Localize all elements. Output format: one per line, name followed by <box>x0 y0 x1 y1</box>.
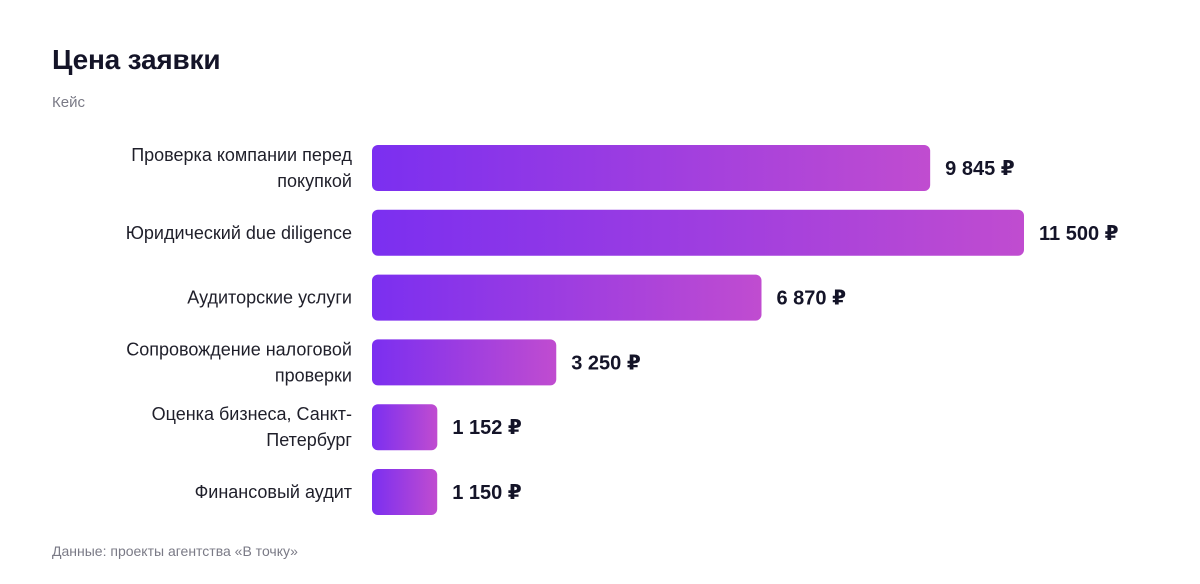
value-label: 3 250 ₽ <box>571 352 641 374</box>
value-label: 1 152 ₽ <box>452 417 522 439</box>
bar <box>372 209 1024 256</box>
bar <box>372 339 557 386</box>
category-label: Сопровождение налоговой проверки <box>126 339 352 385</box>
bar-row: Оценка бизнеса, Санкт- Петербург 1 152 ₽ <box>152 404 522 451</box>
source-note: Данные: проекты агентства «В точку» <box>52 543 298 559</box>
bar <box>372 404 438 451</box>
bar <box>372 145 931 191</box>
bar-row: Юридический due diligence 11 500 ₽ <box>126 209 1119 256</box>
category-label-line: покупкой <box>277 171 352 191</box>
bar <box>372 274 762 321</box>
value-label: 9 845 ₽ <box>945 158 1015 180</box>
category-label-line: Аудиторские услуги <box>187 288 352 308</box>
category-label-line: Проверка компании перед <box>131 145 352 165</box>
category-label: Проверка компании перед покупкой <box>131 145 352 191</box>
value-label: 6 870 ₽ <box>776 288 846 310</box>
category-label: Финансовый аудит <box>195 482 352 502</box>
bar-row: Аудиторские услуги 6 870 ₽ <box>187 274 846 321</box>
value-label: 11 500 ₽ <box>1039 223 1119 245</box>
chart-subtitle: Кейс <box>52 94 85 111</box>
category-label-line: Оценка бизнеса, Санкт- <box>152 404 352 424</box>
bar-row: Сопровождение налоговой проверки 3 250 ₽ <box>126 339 641 386</box>
category-label: Оценка бизнеса, Санкт- Петербург <box>152 404 353 450</box>
category-label-line: Юридический due diligence <box>126 223 352 243</box>
chart-title: Цена заявки <box>52 44 221 75</box>
value-label: 1 150 ₽ <box>452 482 522 504</box>
category-label-line: Финансовый аудит <box>195 482 352 502</box>
category-label: Юридический due diligence <box>126 223 352 243</box>
category-label: Аудиторские услуги <box>187 288 352 308</box>
category-label-line: Петербург <box>266 430 352 450</box>
bar <box>372 469 438 515</box>
category-label-line: Сопровождение налоговой <box>126 339 352 359</box>
category-label-line: проверки <box>275 365 352 385</box>
bars-group: Проверка компании перед покупкой 9 845 ₽ Юр… <box>126 145 1119 515</box>
bar-row: Проверка компании перед покупкой 9 845 ₽ <box>131 145 1015 191</box>
bar-row: Финансовый аудит 1 150 ₽ <box>195 469 522 515</box>
